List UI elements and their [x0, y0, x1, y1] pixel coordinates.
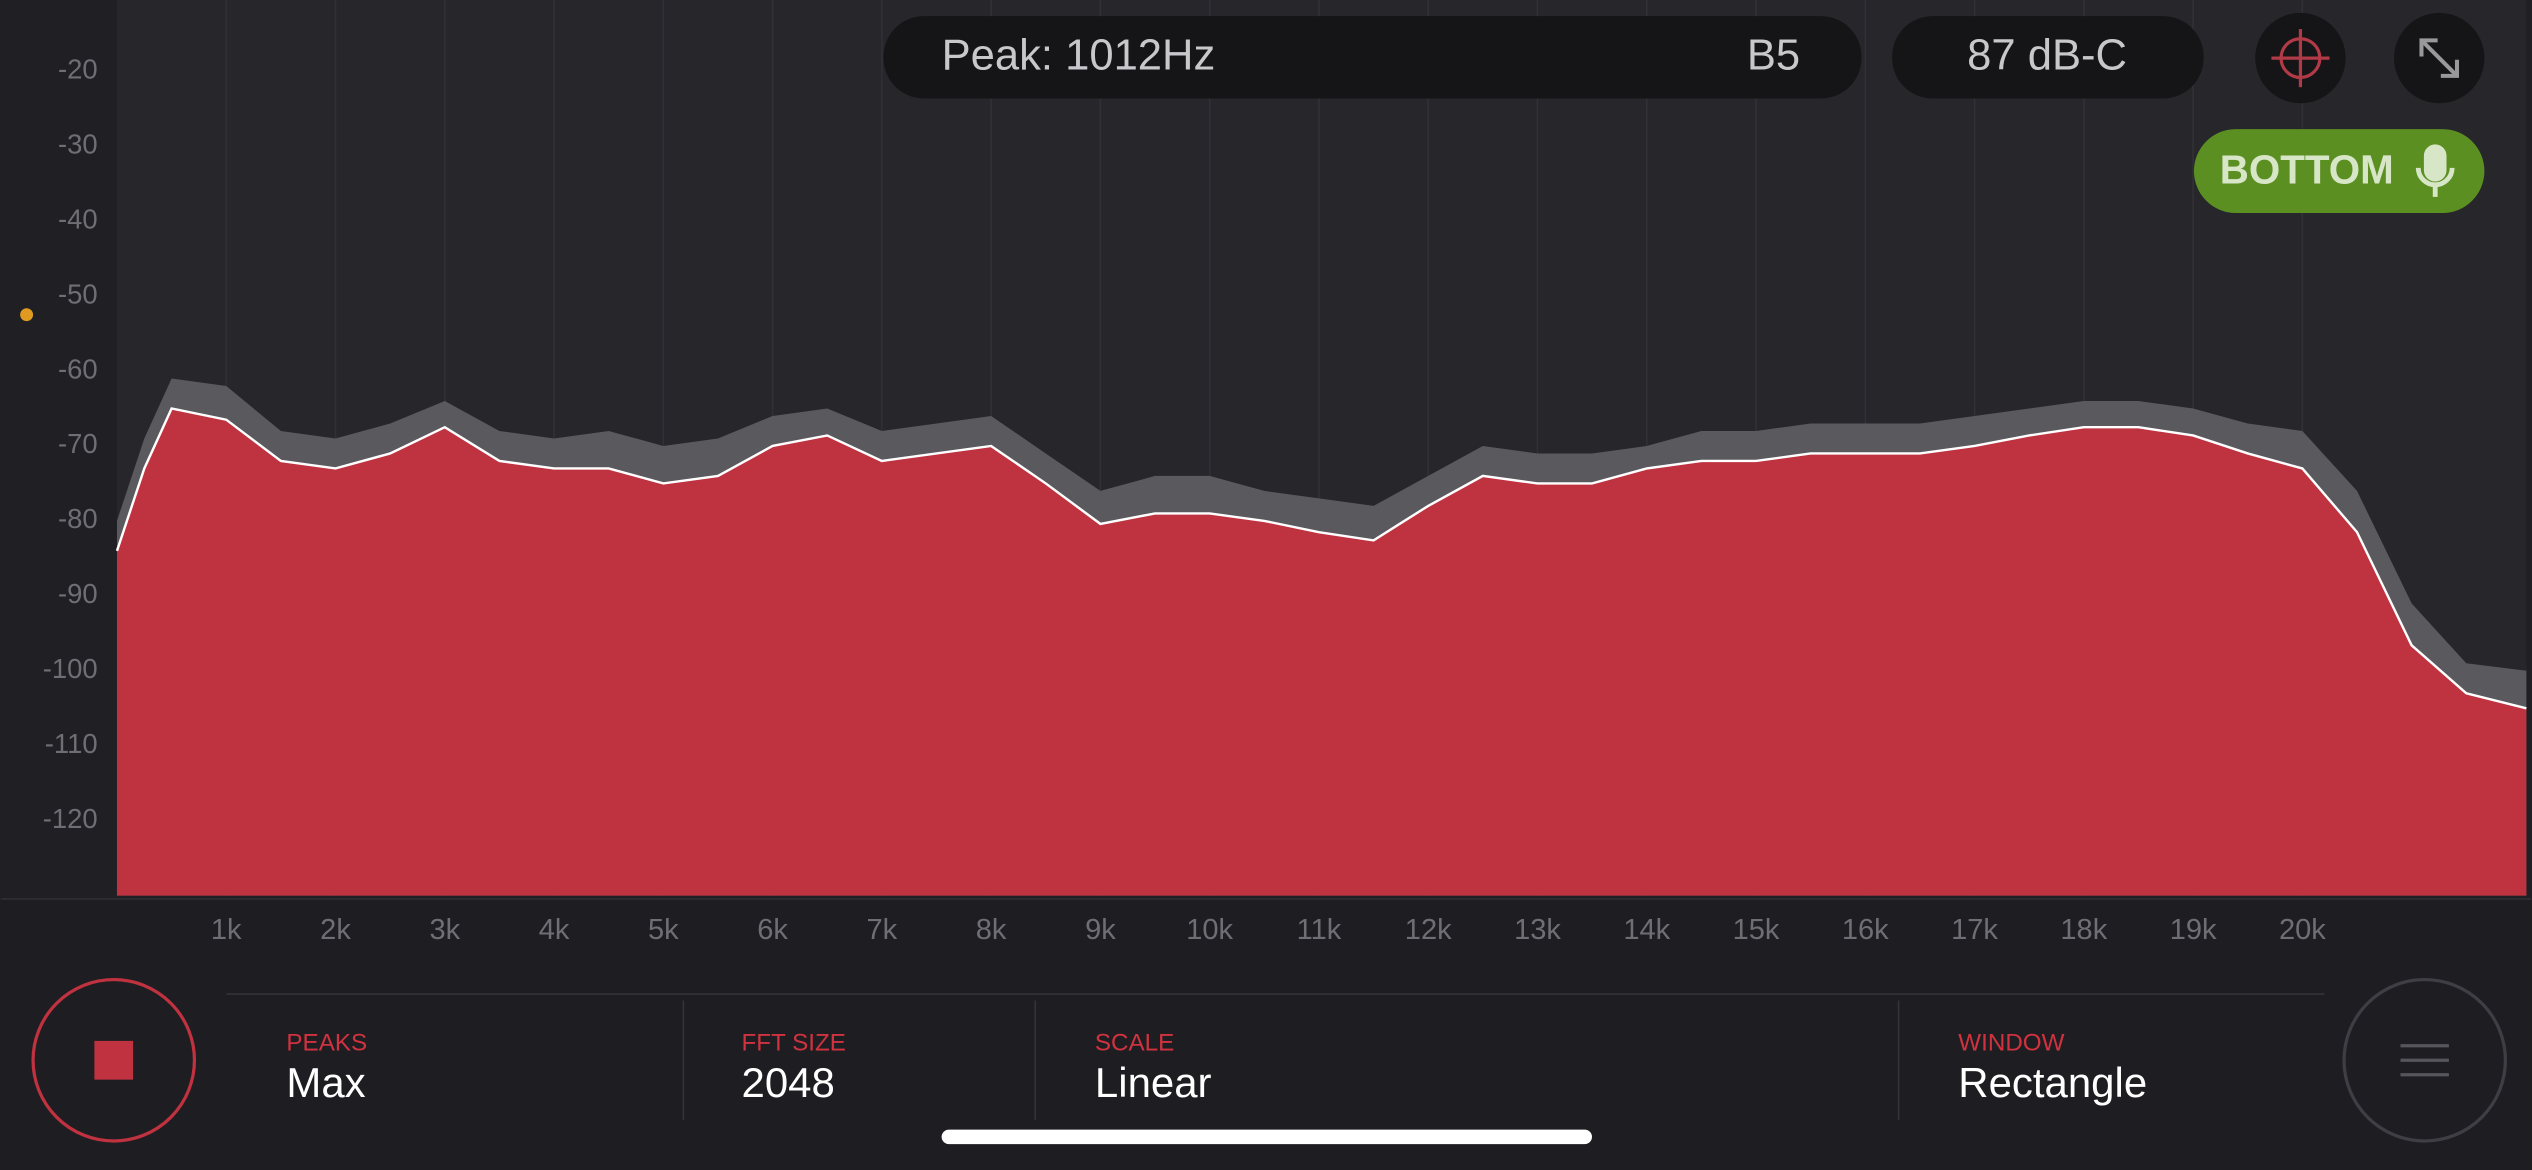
y-tick-label: -30: [58, 128, 98, 159]
setting-value: Rectangle: [1958, 1059, 2147, 1106]
x-tick-label: 7k: [867, 914, 898, 946]
y-tick-label: -90: [58, 578, 98, 609]
plot: 1k 2k 3k 4k 5k 6k 7k 8k 9k 10k 11k 12k 13k 14k 15k 16k 1…: [43, 0, 2527, 946]
x-tick-label: 9k: [1085, 914, 1116, 946]
y-tick-label: -70: [58, 428, 98, 459]
x-tick-label: 12k: [1405, 914, 1452, 946]
setting-value: Linear: [1095, 1059, 1212, 1106]
x-tick-label: 19k: [2170, 914, 2217, 946]
y-tick-label: -60: [58, 353, 98, 384]
x-tick-label: 2k: [320, 914, 351, 946]
x-tick-label: 1k: [211, 914, 242, 946]
expand-icon: [2419, 38, 2459, 78]
setting-value: Max: [286, 1059, 365, 1106]
x-tick-label: 16k: [1842, 914, 1889, 946]
setting-label: WINDOW: [1958, 1030, 2064, 1057]
peak-text: Peak: 1012Hz: [942, 32, 1216, 80]
y-tick-label: -110: [45, 728, 98, 759]
y-tick-label: -50: [58, 278, 98, 309]
x-tick-label: 14k: [1623, 914, 1670, 946]
x-tick-label: 15k: [1733, 914, 1780, 946]
mic-button[interactable]: [2193, 129, 2485, 214]
target-icon: [2271, 29, 2330, 88]
x-tick-label: 5k: [648, 914, 679, 946]
spectrum-area: [116, 408, 2527, 896]
x-tick-label: 11k: [1297, 914, 1342, 946]
setting-label: SCALE: [1095, 1030, 1174, 1057]
home-indicator: [941, 1129, 1592, 1145]
menu-icon: [2400, 1044, 2449, 1077]
x-tick-label: 18k: [2060, 914, 2107, 946]
setting-label: FFT SIZE: [742, 1030, 846, 1057]
x-tick-label: 4k: [539, 914, 570, 946]
spectrum-line: [115, 407, 2527, 710]
note-text: B5: [1747, 32, 1800, 80]
y-tick-label: -20: [58, 53, 98, 84]
stop-icon: [94, 1040, 134, 1080]
x-tick-label: 10k: [1186, 914, 1233, 946]
x-tick-label: 20k: [2279, 914, 2326, 946]
level-dot: [20, 308, 34, 322]
control-bar: [0, 900, 2532, 1170]
x-tick-label: 13k: [1514, 914, 1561, 946]
x-tick-label: 3k: [429, 914, 460, 946]
level-text: 87 dB-C: [1967, 32, 2127, 80]
stop-button[interactable]: [31, 977, 197, 1143]
y-tick-label: -120: [43, 803, 98, 834]
x-tick-label: 8k: [976, 914, 1007, 946]
menu-button[interactable]: [2342, 977, 2508, 1143]
y-tick-label: -100: [43, 653, 98, 684]
level-pill: [1892, 16, 2204, 99]
x-tick-label: 6k: [757, 914, 788, 946]
setting-value: 2048: [742, 1059, 835, 1106]
y-tick-label: -80: [58, 503, 98, 534]
y-tick-label: -40: [58, 203, 98, 234]
setting-label: PEAKS: [286, 1030, 367, 1057]
mic-icon: [2415, 144, 2455, 197]
peak-pill: [883, 16, 1862, 99]
x-tick-label: 17k: [1951, 914, 1998, 946]
mic-text: BOTTOM: [2220, 146, 2394, 192]
